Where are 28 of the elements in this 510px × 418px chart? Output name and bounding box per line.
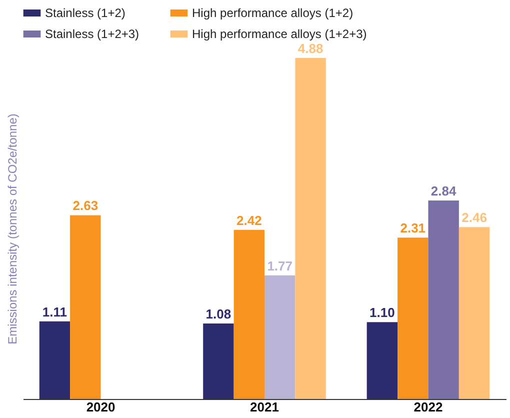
bar (295, 58, 326, 399)
bar (458, 227, 490, 399)
x-tick-label: 2022 (414, 400, 443, 414)
data-label: 1.08 (206, 306, 232, 322)
legend-label: High performance alloys (1+2+3) (192, 27, 367, 41)
data-label: 1.11 (42, 304, 68, 320)
bar (203, 324, 234, 399)
data-label: 2.46 (462, 210, 487, 226)
data-label: 2.42 (236, 212, 262, 228)
bar (428, 200, 459, 399)
data-label: 4.88 (298, 41, 324, 56)
data-label: 2.63 (72, 198, 98, 214)
legend-label: Stainless (1+2+3) (45, 27, 140, 41)
x-tick-label: 2020 (86, 400, 116, 414)
data-label: 1.10 (370, 305, 395, 320)
data-label: 1.77 (267, 258, 293, 274)
bar (398, 238, 428, 399)
y-axis-title: Emissions intensity (tonnes of CO2e/tonne) (6, 114, 20, 344)
bar (39, 321, 70, 399)
data-label: 2.84 (430, 184, 457, 199)
legend-label: Stainless (1+2) (45, 6, 126, 20)
legend-label: High performance alloys (1+2) (192, 6, 354, 20)
bar (234, 230, 264, 399)
bar (70, 215, 101, 399)
data-label: 2.31 (400, 220, 426, 236)
bar (264, 275, 296, 399)
x-tick-label: 2021 (250, 400, 279, 414)
bar (366, 322, 398, 399)
